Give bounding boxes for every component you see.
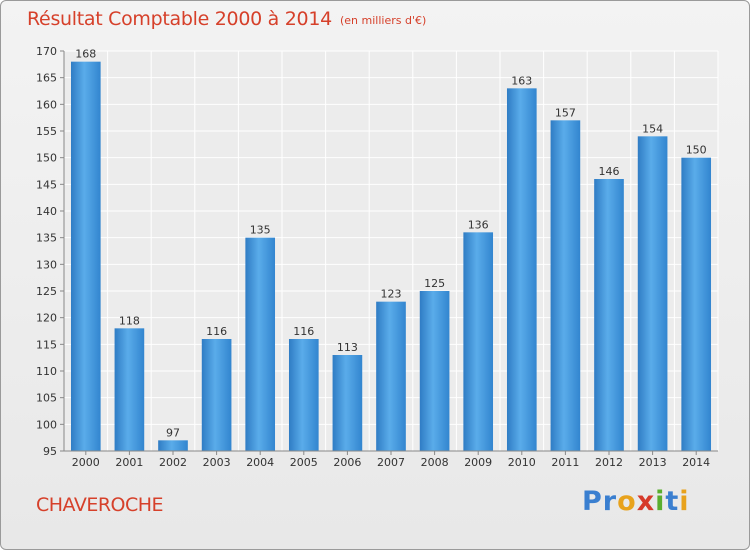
logo-letter: i [679,486,690,517]
logo-letter: P [582,486,603,517]
bar-2003 [201,339,232,451]
y-tick-label: 120 [36,312,57,325]
y-tick-label: 100 [36,418,57,431]
bar-2010 [506,88,537,451]
data-label-2012: 146 [599,165,620,178]
logo-letter: r [602,486,618,517]
x-tick-label: 2010 [508,456,536,469]
logo-letter: i [655,486,666,517]
x-tick-label: 2002 [159,456,187,469]
y-tick-label: 150 [36,152,57,165]
chart-subtitle: (en milliers d'€) [340,14,427,27]
data-label-2002: 97 [166,426,180,439]
data-label-2004: 135 [250,224,271,237]
y-tick-label: 105 [36,392,57,405]
x-tick-label: 2007 [377,456,405,469]
x-tick-label: 2008 [421,456,449,469]
logo-letter: x [636,486,656,517]
y-tick-label: 155 [36,125,57,138]
commune-name: CHAVEROCHE [36,494,164,516]
x-tick-label: 2003 [203,456,231,469]
y-tick-label: 140 [36,205,57,218]
bar-2014 [681,157,712,451]
bar-2002 [158,440,188,451]
data-label-2010: 163 [511,74,532,87]
proxiti-logo: Proxiti [582,486,690,517]
data-label-2013: 154 [642,122,663,135]
x-tick-label: 2011 [551,456,579,469]
bar-2000 [70,61,101,452]
bar-2006 [332,355,363,451]
y-tick-label: 135 [36,232,57,245]
logo-letter: o [617,486,637,517]
bar-2007 [376,301,406,451]
y-tick-label: 95 [43,445,57,458]
y-tick-label: 165 [36,72,57,85]
x-tick-label: 2009 [464,456,492,469]
x-tick-label: 2012 [595,456,623,469]
x-tick-label: 2013 [639,456,667,469]
y-tick-label: 110 [36,365,57,378]
bar-2004 [245,237,276,451]
x-tick-label: 2005 [290,456,318,469]
x-tick-label: 2000 [72,456,100,469]
data-label-2001: 118 [119,314,140,327]
data-label-2011: 157 [555,106,576,119]
y-tick-label: 130 [36,258,57,271]
x-tick-label: 2006 [333,456,361,469]
data-label-2008: 125 [424,277,445,290]
data-label-2003: 116 [206,325,227,338]
data-label-2007: 123 [381,288,402,301]
y-tick-label: 125 [36,285,57,298]
x-tick-label: 2014 [682,456,710,469]
bar-2011 [550,120,581,451]
y-tick-label: 170 [36,45,57,58]
bar-2013 [637,136,668,452]
data-label-2005: 116 [293,325,314,338]
data-label-2014: 150 [686,144,707,157]
y-tick-label: 115 [36,338,57,351]
logo-letter: t [665,486,680,517]
bar-2001 [114,328,145,451]
x-tick-label: 2001 [115,456,143,469]
y-tick-label: 145 [36,178,57,191]
data-label-2000: 168 [75,48,96,61]
data-label-2009: 136 [468,218,489,231]
bar-2008 [419,291,450,451]
x-tick-label: 2004 [246,456,274,469]
bar-2012 [594,179,624,451]
data-label-2006: 113 [337,341,358,354]
bar-2009 [463,232,494,451]
chart-title: Résultat Comptable 2000 à 2014 [27,8,332,30]
bar-2005 [288,339,319,451]
y-tick-label: 160 [36,98,57,111]
